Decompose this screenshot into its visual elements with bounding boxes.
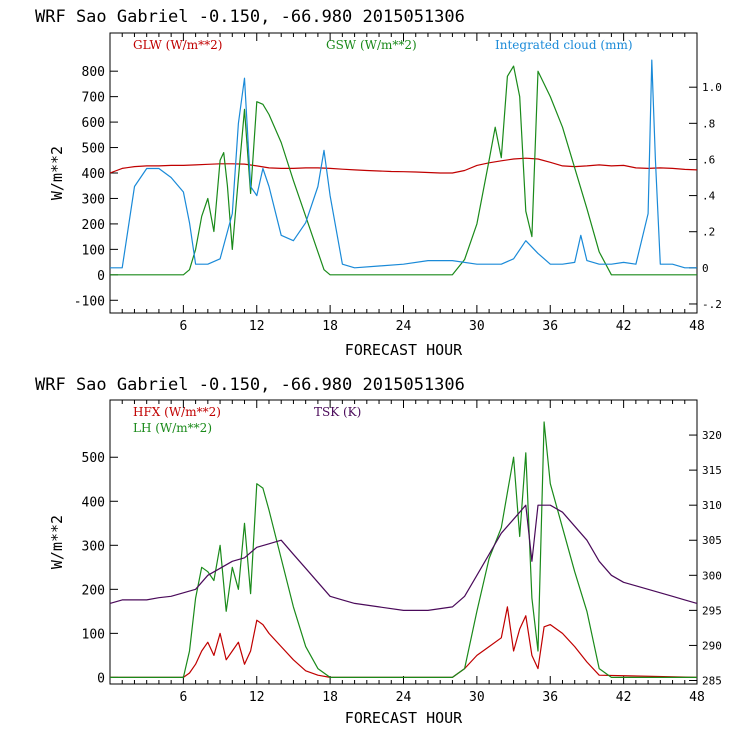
x-tick-label: 42	[616, 690, 632, 705]
series-line-3	[109, 504, 698, 612]
right-y-tick-label: .6	[702, 153, 715, 166]
right-y-tick-label: .4	[702, 190, 716, 203]
legend-entry: HFX (W/m**2)	[133, 405, 221, 419]
y-tick-label: 700	[82, 91, 105, 106]
legend-entry: GLW (W/m**2)	[133, 38, 222, 52]
x-tick-label: 6	[179, 690, 187, 705]
series-line-3	[110, 59, 697, 269]
y-tick-label: 600	[82, 116, 105, 131]
y-axis-label: W/m**2	[48, 515, 66, 569]
x-tick-label: 36	[542, 690, 558, 705]
x-tick-label: 24	[396, 319, 412, 334]
y-tick-label: 500	[82, 142, 105, 157]
y-tick-label: 0	[97, 269, 105, 284]
legend-entry: GSW (W/m**2)	[326, 38, 417, 52]
right-y-tick-label: 295	[702, 604, 722, 617]
x-tick-label: 6	[179, 319, 187, 334]
right-y-tick-label: 290	[702, 639, 722, 652]
legend-entry: Integrated cloud (mm)	[495, 38, 633, 52]
x-tick-label: 18	[322, 319, 338, 334]
right-y-tick-label: 305	[702, 534, 722, 547]
y-tick-label: 0	[97, 671, 105, 686]
x-tick-label: 12	[249, 690, 265, 705]
series-line-1	[110, 606, 698, 679]
y-axis-label: W/m**2	[48, 146, 66, 200]
right-y-tick-label: .8	[702, 117, 715, 130]
right-y-tick-label: .2	[702, 226, 715, 239]
chart-title: WRF Sao Gabriel -0.150, -66.980 20150513…	[35, 375, 465, 395]
right-y-tick-label: 320	[702, 429, 722, 442]
y-tick-label: 400	[82, 167, 105, 182]
y-tick-label: 200	[82, 583, 105, 598]
x-tick-label: 48	[689, 319, 705, 334]
right-y-tick-label: 285	[702, 674, 722, 687]
x-tick-label: 36	[542, 319, 558, 334]
right-y-tick-label: 315	[702, 464, 722, 477]
legend-entry: TSK (K)	[314, 405, 361, 419]
series-line-2	[110, 65, 697, 276]
chart-title: WRF Sao Gabriel -0.150, -66.980 20150513…	[35, 7, 465, 27]
y-tick-label: 800	[82, 65, 105, 80]
series-line-1	[109, 157, 698, 174]
x-tick-label: 18	[322, 690, 338, 705]
y-tick-label: 300	[82, 539, 105, 554]
y-tick-label: 500	[82, 451, 105, 466]
y-tick-label: 300	[82, 192, 105, 207]
right-y-tick-label: 300	[702, 569, 722, 582]
x-tick-label: 30	[469, 319, 485, 334]
right-y-tick-label: 1.0	[702, 81, 722, 94]
x-tick-label: 42	[616, 319, 632, 334]
y-tick-label: 200	[82, 218, 105, 233]
series-line-2	[110, 421, 697, 679]
right-y-tick-label: 0	[702, 262, 709, 275]
legend-entry: LH (W/m**2)	[133, 421, 212, 435]
x-axis-label: FORECAST HOUR	[345, 709, 463, 727]
y-tick-label: 100	[82, 243, 105, 258]
x-tick-label: 24	[396, 690, 412, 705]
right-y-tick-label: 310	[702, 499, 722, 512]
y-tick-label: 100	[82, 627, 105, 642]
x-tick-label: 12	[249, 319, 265, 334]
y-tick-label: 400	[82, 495, 105, 510]
x-tick-label: 48	[689, 690, 705, 705]
x-axis-label: FORECAST HOUR	[345, 341, 463, 359]
right-y-tick-label: -.2	[702, 298, 722, 311]
plot-frame	[109, 399, 698, 685]
y-tick-label: -100	[74, 294, 105, 309]
x-tick-label: 30	[469, 690, 485, 705]
